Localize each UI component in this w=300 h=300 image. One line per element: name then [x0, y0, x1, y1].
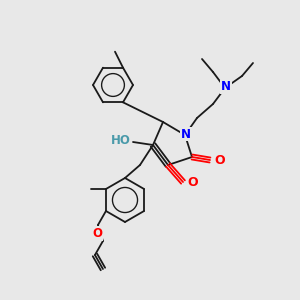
Text: HO: HO	[111, 134, 131, 148]
Text: N: N	[181, 128, 191, 140]
Text: O: O	[214, 154, 225, 166]
Text: N: N	[221, 80, 231, 94]
Text: O: O	[92, 227, 102, 240]
Text: N: N	[181, 128, 191, 140]
Text: O: O	[187, 176, 198, 190]
